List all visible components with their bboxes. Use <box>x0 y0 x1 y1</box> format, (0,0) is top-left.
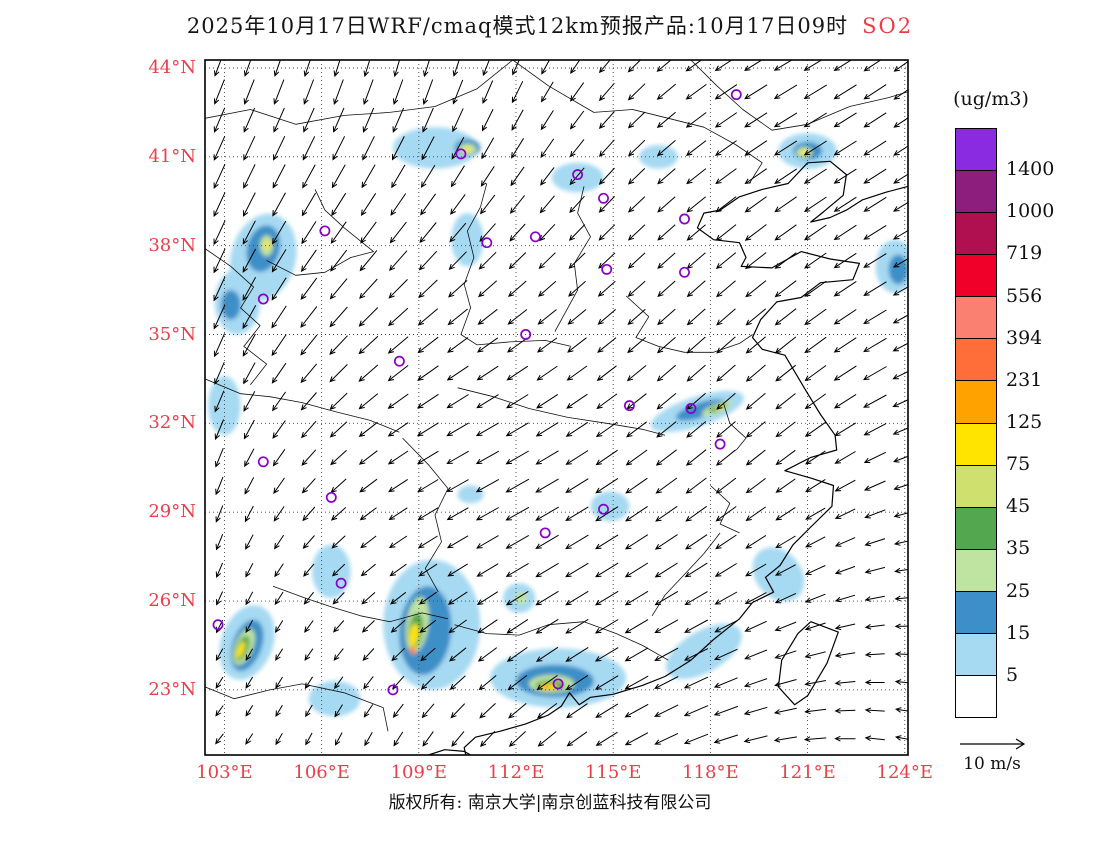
legend-cell <box>956 590 996 633</box>
legend-tick-value: 556 <box>1006 284 1043 307</box>
station-marker <box>212 619 224 631</box>
station-marker <box>730 89 742 101</box>
coastline-layer <box>428 160 908 755</box>
lon-tick-label: 118°E <box>682 762 739 783</box>
legend-tick-value: 719 <box>1006 242 1043 265</box>
lon-tick-label: 106°E <box>293 762 350 783</box>
lat-tick-label: 38°N <box>148 234 196 256</box>
station-marker <box>679 213 690 225</box>
station-marker <box>529 231 541 243</box>
lon-tick-label: 115°E <box>584 762 642 783</box>
legend-tick-value: 231 <box>1006 368 1043 391</box>
station-marker <box>598 503 609 515</box>
station-markers-layer <box>212 89 742 696</box>
lat-tick-label: 35°N <box>148 323 196 345</box>
copyright-footer: 版权所有: 南京大学|南京创蓝科技有限公司 <box>388 793 712 813</box>
legend-cell <box>956 464 996 507</box>
station-marker <box>257 456 269 468</box>
legend-cell <box>956 632 996 676</box>
station-marker <box>601 263 613 275</box>
station-marker <box>714 438 726 450</box>
lon-tick-label: 109°E <box>390 762 448 783</box>
legend-tick-value: 125 <box>1006 411 1043 433</box>
title-main: 2025年10月17日WRF/cmaq模式12km预报产品:10月17日09时 <box>186 14 849 38</box>
station-marker <box>685 403 697 414</box>
station-marker <box>539 527 551 539</box>
station-marker <box>393 355 405 367</box>
station-marker <box>679 266 690 278</box>
wind-scale-label: 10 m/s <box>963 754 1021 774</box>
lat-tick-label: 23°N <box>148 678 196 700</box>
page-title: 2025年10月17日WRF/cmaq模式12km预报产品:10月17日09时 … <box>0 10 1100 40</box>
map-frame <box>204 59 909 756</box>
legend-cell <box>956 548 996 591</box>
legend-unit-label: (ug/m3) <box>953 88 1029 110</box>
legend-cell <box>956 422 996 465</box>
wind-vectors-layer <box>213 60 908 747</box>
station-marker <box>387 684 399 696</box>
wind-reference-arrow-icon <box>960 738 1026 750</box>
legend-tick-value: 5 <box>1006 663 1019 686</box>
legend-tick-value: 35 <box>1006 537 1031 560</box>
lon-tick-label: 121°E <box>779 762 836 783</box>
station-marker <box>481 237 493 249</box>
legend-tick-value: 1000 <box>1006 200 1055 223</box>
station-marker <box>455 148 467 160</box>
lat-tick-label: 32°N <box>148 412 196 434</box>
legend-colorbar <box>955 128 997 718</box>
lat-tick-label: 29°N <box>148 501 196 523</box>
legend-tick-value: 75 <box>1006 453 1031 476</box>
lat-tick-label: 41°N <box>148 145 196 167</box>
legend-cell <box>956 296 996 339</box>
station-marker <box>598 192 609 204</box>
station-marker <box>572 169 584 181</box>
station-marker <box>325 491 337 503</box>
legend-cell <box>956 254 996 297</box>
station-marker <box>552 678 564 690</box>
station-marker <box>335 577 347 589</box>
legend-cell <box>956 380 996 423</box>
legend-tick-value: 25 <box>1006 579 1031 602</box>
station-marker <box>257 293 269 305</box>
legend-tick-value: 15 <box>1006 621 1031 644</box>
legend-cell <box>956 212 996 255</box>
so2-concentration-layer <box>208 127 908 717</box>
lon-tick-label: 103°E <box>196 762 253 783</box>
lat-tick-label: 44°N <box>148 56 196 78</box>
legend-tick-value: 1400 <box>1006 158 1055 181</box>
station-marker <box>520 329 532 340</box>
legend-tick-value: 45 <box>1006 495 1031 518</box>
station-marker <box>623 400 635 412</box>
station-marker <box>319 225 331 237</box>
legend-cell <box>956 129 996 171</box>
wind-scale: 10 m/s <box>932 734 1052 774</box>
lon-tick-label: 112°E <box>487 762 545 783</box>
legend-cell <box>956 338 996 381</box>
legend-tick-value: 394 <box>1006 326 1043 349</box>
lon-tick-label: 124°E <box>876 762 934 783</box>
title-species: SO2 <box>862 14 914 38</box>
legend-cell <box>956 170 996 213</box>
lat-tick-label: 26°N <box>148 590 196 612</box>
legend-cell <box>956 506 996 549</box>
legend-cell <box>956 675 996 718</box>
